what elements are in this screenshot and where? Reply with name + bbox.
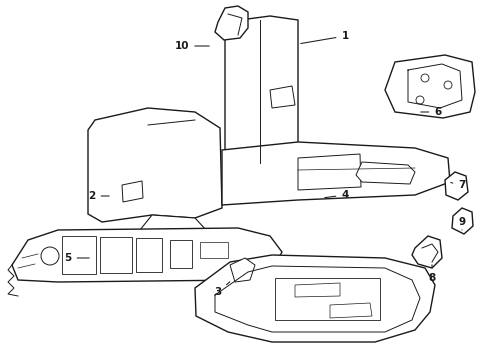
Polygon shape [229, 258, 254, 282]
Text: 7: 7 [450, 180, 465, 190]
Polygon shape [329, 303, 371, 318]
Text: 8: 8 [427, 265, 435, 283]
Polygon shape [297, 154, 360, 190]
Polygon shape [12, 228, 282, 282]
Polygon shape [170, 240, 192, 268]
Polygon shape [294, 283, 339, 297]
Polygon shape [274, 278, 379, 320]
Text: 9: 9 [458, 217, 465, 230]
Polygon shape [451, 208, 472, 234]
Polygon shape [122, 181, 142, 202]
Polygon shape [215, 6, 247, 40]
Polygon shape [411, 236, 441, 268]
Text: 1: 1 [300, 31, 348, 44]
Polygon shape [62, 236, 96, 274]
Polygon shape [384, 55, 474, 118]
Polygon shape [136, 238, 162, 272]
Polygon shape [140, 215, 207, 245]
Polygon shape [200, 242, 227, 258]
Polygon shape [100, 237, 132, 273]
Polygon shape [224, 16, 297, 165]
Polygon shape [355, 162, 414, 184]
Polygon shape [222, 142, 449, 205]
Polygon shape [444, 172, 467, 200]
Text: 5: 5 [64, 253, 89, 263]
Polygon shape [88, 108, 222, 222]
Text: 3: 3 [214, 282, 229, 297]
Text: 10: 10 [174, 41, 209, 51]
Text: 2: 2 [88, 191, 109, 201]
Polygon shape [269, 86, 294, 108]
Polygon shape [195, 255, 434, 342]
Text: 4: 4 [324, 190, 348, 200]
Text: 6: 6 [420, 107, 441, 117]
